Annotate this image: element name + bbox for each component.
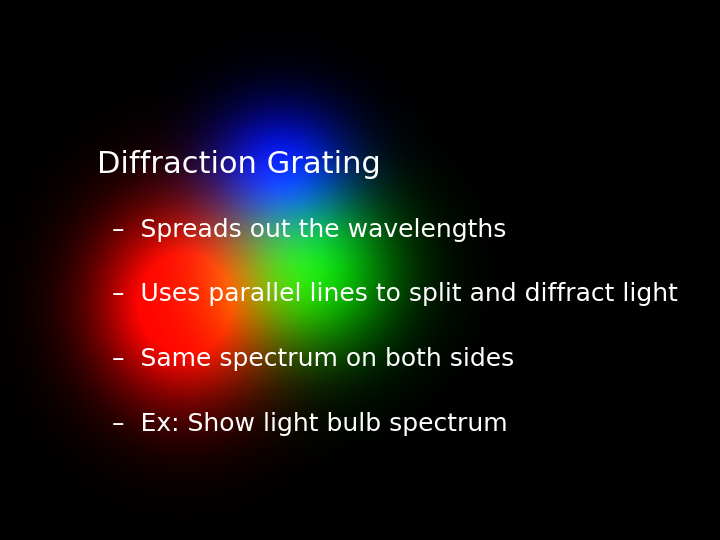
Text: –  Uses parallel lines to split and diffract light: – Uses parallel lines to split and diffr… [112,282,678,306]
Text: –  Ex: Show light bulb spectrum: – Ex: Show light bulb spectrum [112,412,507,436]
Text: –  Same spectrum on both sides: – Same spectrum on both sides [112,347,514,371]
Text: –  Spreads out the wavelengths: – Spreads out the wavelengths [112,218,506,241]
Text: Diffraction Grating: Diffraction Grating [97,150,381,179]
